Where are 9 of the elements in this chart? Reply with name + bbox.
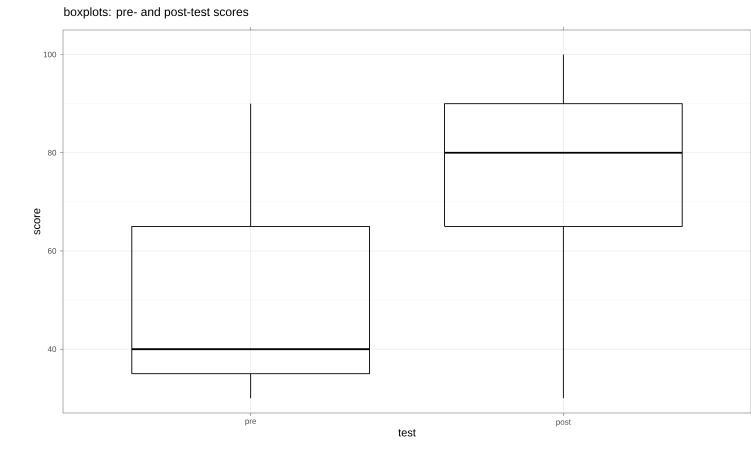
y-tick-label: 100: [44, 52, 56, 58]
y-tick-label: 80: [48, 150, 56, 156]
y-tick-label: 40: [48, 346, 56, 352]
x-axis-title: test: [398, 429, 416, 436]
y-axis-title: score: [34, 208, 40, 235]
y-tick-label: 60: [48, 248, 56, 254]
x-tick-label: post: [556, 420, 571, 426]
chart-title: boxplots: pre- and post-test scores: [64, 7, 248, 18]
x-tick-label: pre: [245, 420, 256, 426]
